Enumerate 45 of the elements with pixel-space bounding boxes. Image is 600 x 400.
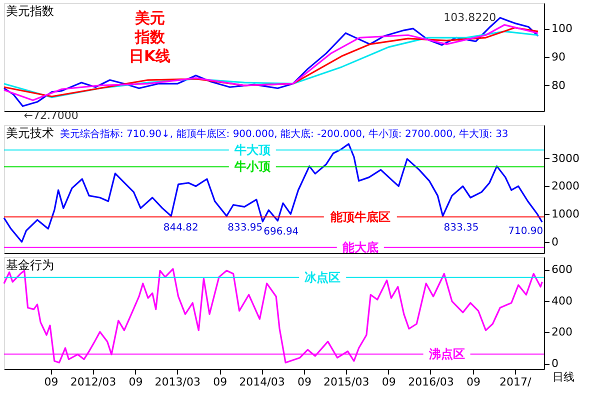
chart-subtitle: 美元综合指标: 710.90↓, 能顶牛底区: 900.000, 能大底: -200.000, 牛小顶: 2700.000, 牛大顶: 33 (60, 128, 508, 140)
ref-line-label: 沸点区 (428, 347, 465, 362)
x-tick-label: 09 (128, 376, 143, 388)
x-tick-label: 2012/03 (70, 376, 116, 388)
annotation: 833.35 (444, 222, 479, 234)
x-tick-label: 09 (298, 376, 312, 388)
y-tick-label: 600 (552, 263, 572, 276)
chart-title: 基金行为 (6, 258, 54, 272)
y-tick-label: 90 (552, 50, 566, 64)
line-series (3, 143, 543, 243)
annotation: 日K线 (128, 47, 171, 65)
ref-line-label: 冰点区 (304, 270, 341, 284)
x-tick-label: 09 (466, 376, 481, 388)
x-tick-label: 09 (44, 376, 58, 388)
ref-line-label: 牛小顶 (233, 160, 272, 174)
annotation: 696.94 (264, 226, 299, 238)
y-tick-label: 0 (552, 357, 558, 370)
y-tick-label: 80 (552, 78, 566, 92)
x-tick-label: 2017/ (500, 376, 532, 388)
annotation: 844.82 (163, 222, 198, 234)
x-tick-label: 2016/03 (408, 376, 454, 388)
x-tick-label: 09 (382, 376, 396, 388)
y-tick-label: 0 (552, 235, 558, 248)
x-axis-title: 日线 (552, 370, 574, 384)
x-tick-label: 2015/03 (324, 376, 370, 388)
x-tick-label: 2014/03 (239, 376, 285, 388)
x-tick-label: 09 (213, 376, 228, 388)
annotation: 833.95 (228, 222, 263, 234)
y-tick-label: 400 (552, 294, 572, 308)
annotation: 710.90 (508, 226, 544, 238)
ref-line-label: 能大底 (342, 240, 378, 254)
y-tick-label: 2000 (552, 180, 580, 193)
annotation: 103.8220 (444, 10, 496, 24)
y-tick-label: 1000 (552, 208, 580, 221)
ref-line-label: 能顶牛底区 (330, 210, 390, 224)
y-tick-label: 100 (552, 22, 572, 36)
ref-line-label: 牛大顶 (233, 143, 272, 158)
x-tick-label: 2013/03 (154, 376, 200, 388)
annotation: 美元 (134, 9, 165, 27)
chart-title: 美元指数 (6, 4, 54, 18)
annotation: 指数 (134, 28, 166, 46)
y-tick-label: 200 (552, 326, 572, 339)
chart-title: 美元技术 (6, 126, 54, 140)
y-tick-label: 3000 (552, 152, 580, 165)
annotation: ←72.7000 (24, 109, 78, 122)
